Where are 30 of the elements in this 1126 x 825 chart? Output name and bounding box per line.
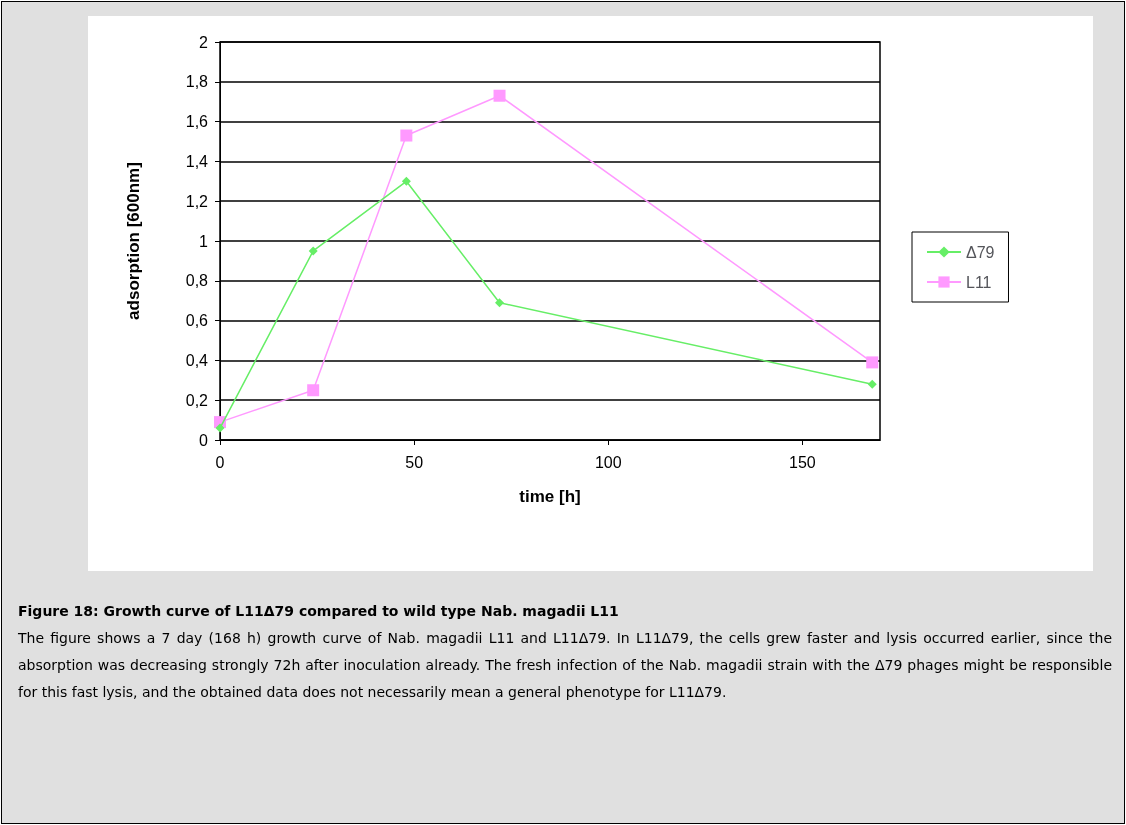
point: [493, 89, 506, 102]
x-tick-label: 150: [789, 453, 816, 471]
y-tick-label: 1,6: [185, 113, 209, 131]
point: [307, 384, 320, 397]
point: [866, 356, 879, 369]
y-tick-label: 0,4: [185, 351, 209, 369]
point: [308, 246, 318, 256]
y-tick-label: 1,8: [185, 73, 209, 91]
x-axis-title: time [h]: [519, 487, 581, 506]
y-tick-label: 1: [199, 232, 209, 250]
point: [495, 298, 505, 308]
point: [215, 423, 225, 433]
y-tick-label: 0,6: [185, 312, 209, 330]
text: The figure shows a 7 day (168 h) growth curve of Nab. magadii L11 and L11Δ79. In L11Δ79, the cells grew faster and lysis occurred earlier, since the absorption was decreasing strongly 72h after inoculation already. The fresh infection of the Nab. magadii strain with the Δ79 phages might be responsible for this fast lysis, and the obtained data does not necessarily mean a general phenotype for L11Δ79.: [18, 629, 1112, 702]
y-tick-label: 1,2: [185, 192, 209, 210]
y-tick-label: 0: [199, 431, 209, 449]
legend-label: Δ79: [966, 243, 995, 261]
legend-label: L11: [966, 273, 992, 291]
x-tick-label: 0: [215, 453, 225, 471]
x-tick-label: 100: [594, 453, 622, 471]
point: [401, 176, 411, 186]
y-tick-label: 1,4: [185, 152, 209, 170]
y-tick-label: 2: [199, 33, 209, 51]
point: [400, 129, 413, 142]
y-tick-label: 0,2: [185, 391, 209, 409]
y-tick-label: 0,8: [185, 272, 209, 290]
y-axis-title: adsorption [600nm]: [124, 162, 143, 320]
x-tick-label: 50: [405, 453, 424, 471]
text: Figure 18: Growth curve of L11Δ79 compared to wild type Nab. magadii L11: [18, 602, 620, 621]
point: [867, 379, 877, 389]
